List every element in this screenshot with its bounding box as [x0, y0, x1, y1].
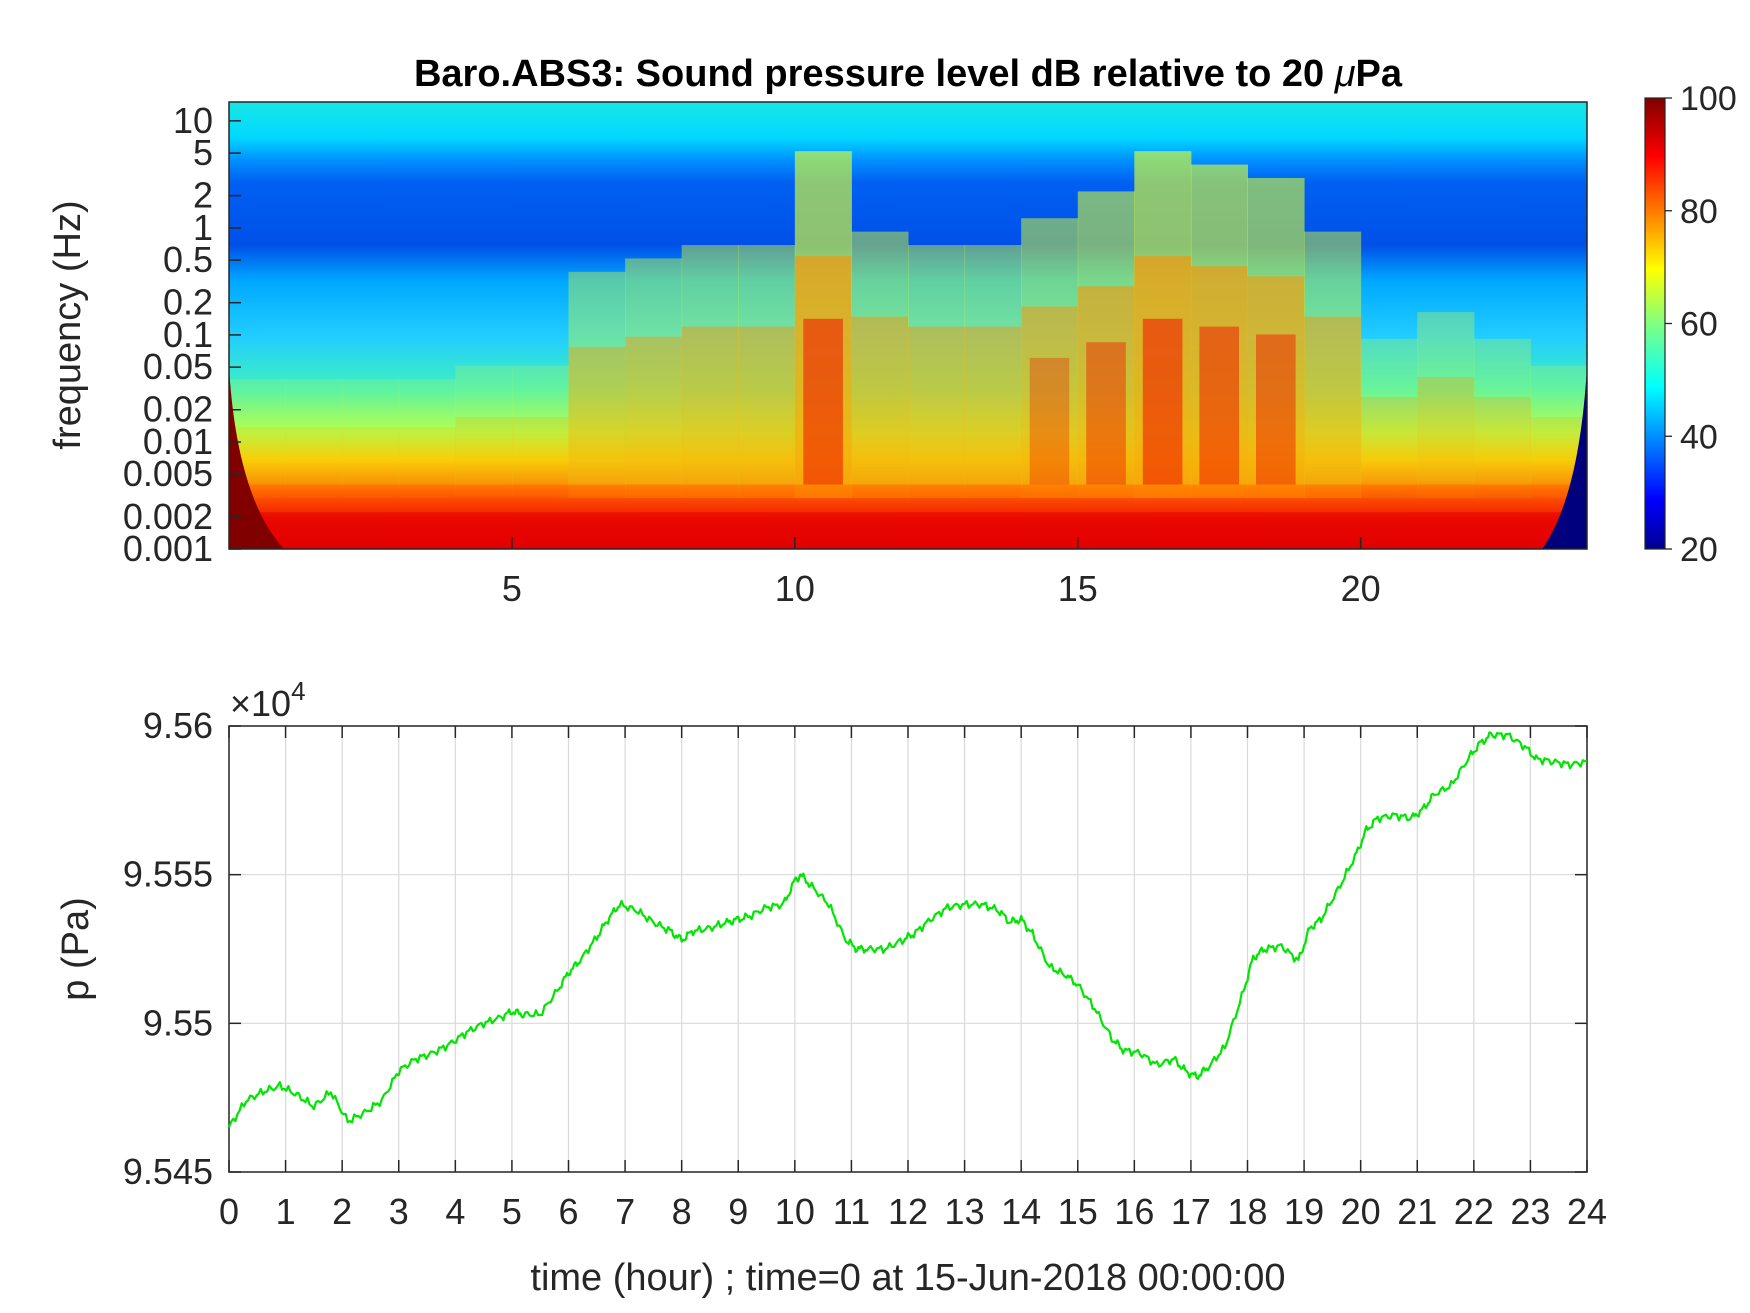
pressure-ylabel: p (Pa): [55, 897, 97, 1000]
spectrogram-y-axis: 0.0010.0020.0050.010.020.050.10.20.51251…: [123, 100, 241, 569]
pressure-xtick-label: 5: [502, 1191, 522, 1232]
spectrogram-column: [1417, 312, 1475, 498]
pressure-xtick-label: 22: [1454, 1191, 1494, 1232]
spectrogram-ytick-label: 0.02: [143, 389, 213, 430]
spectrogram-lowfreq-band: [229, 512, 1587, 549]
pressure-x-axis: 0 1 2 3 4 5 6 7 8 9 10 11 12 13 14 15 16 17 18 19 20 21 22 23 24: [219, 726, 1607, 1232]
spectrogram-image: [229, 102, 1587, 549]
colorbar-tick-label: 60: [1680, 306, 1718, 344]
pressure-xtick-label: 4: [445, 1191, 465, 1232]
spectrogram-ytick-label: 0.2: [163, 282, 213, 323]
spectrogram-x-axis: 5 10 15 20: [502, 537, 1381, 609]
colorbar-gradient: [1644, 97, 1666, 550]
spectrogram-ytick-label: 0.01: [143, 421, 213, 462]
colorbar-tick-label: 40: [1680, 418, 1718, 456]
spectrogram-column: [908, 245, 966, 498]
spectrogram-column: [342, 379, 400, 498]
spectrogram-column: [568, 271, 626, 498]
spectrogram-xtick-label: 10: [775, 568, 815, 609]
pressure-xtick-label: 2: [332, 1191, 352, 1232]
spectrogram-activity: [229, 151, 1587, 549]
pressure-xtick-label: 9: [728, 1191, 748, 1232]
spectrogram-column: [455, 365, 513, 498]
spectrogram-ytick-label: 0.001: [123, 528, 213, 569]
spectrogram-column: [285, 379, 343, 498]
spectrogram-left-edge: [229, 367, 284, 549]
pressure-xtick-label: 11: [833, 1191, 870, 1232]
spectrogram-column: [1134, 151, 1192, 498]
spectrogram-column: [681, 245, 739, 498]
spectrogram-column: [625, 258, 683, 498]
spectrogram-xtick-label: 20: [1341, 568, 1381, 609]
pressure-xtick-label: 13: [945, 1191, 985, 1232]
pressure-xtick-label: 20: [1341, 1191, 1381, 1232]
spectrogram-xtick-label: 5: [502, 568, 522, 609]
spectrogram-column: [511, 365, 569, 498]
pressure-xtick-label: 6: [558, 1191, 578, 1232]
spectrogram-axes-box: [228, 101, 1588, 550]
pressure-ytick-label: 9.555: [123, 854, 213, 895]
spectrogram-ylabel: frequency (Hz): [47, 200, 89, 449]
pressure-xtick-label: 17: [1171, 1191, 1211, 1232]
spectrogram-column: [1304, 231, 1362, 498]
pressure-xtick-label: 19: [1284, 1191, 1324, 1232]
pressure-xtick-label: 10: [775, 1191, 815, 1232]
colorbar-tick-label: 20: [1680, 531, 1718, 569]
spectrogram-ytick-label: 0.05: [143, 346, 213, 387]
pressure-xtick-label: 12: [888, 1191, 928, 1232]
spectrogram-column: [1247, 177, 1305, 498]
spectrogram-column: [1190, 164, 1248, 498]
spectrogram-ytick-label: 1: [193, 207, 213, 248]
pressure-xlabel: time (hour) ; time=0 at 15-Jun-2018 00:0…: [530, 1257, 1285, 1299]
spectrogram-ytick-label: 10: [173, 100, 213, 141]
pressure-series-line: [227, 731, 1588, 1128]
spectrogram-panel: Baro.ABS3: Sound pressure level dB relat…: [47, 53, 1737, 609]
spectrogram-ytick-label: 0.5: [163, 239, 213, 280]
pressure-y-axis: 9.545 9.55 9.555 9.56: [123, 705, 1587, 1192]
spectrogram-column: [738, 245, 796, 498]
colorbar-ticks: 20 40 60 80 100: [1665, 80, 1737, 569]
pressure-xtick-label: 7: [615, 1191, 635, 1232]
spectrogram-column: [1021, 218, 1079, 498]
spectrogram-column: [1473, 338, 1531, 498]
spectrogram-column: [851, 231, 909, 498]
spectrogram-ytick-label: 0.005: [123, 453, 213, 494]
pressure-ytick-label: 9.545: [123, 1151, 213, 1192]
pressure-xtick-label: 24: [1567, 1191, 1607, 1232]
spectrogram-title: Baro.ABS3: Sound pressure level dB relat…: [414, 53, 1403, 95]
pressure-xtick-label: 14: [1001, 1191, 1041, 1232]
spectrogram-ytick-label: 0.002: [123, 496, 213, 537]
spectrogram-ytick-label: 0.1: [163, 314, 213, 355]
spectrogram-ytick-label: 5: [193, 132, 213, 173]
spectrogram-ytick-label: 2: [193, 175, 213, 216]
pressure-xtick-label: 3: [389, 1191, 409, 1232]
pressure-y-multiplier: ×104: [230, 676, 306, 724]
pressure-xtick-label: 1: [276, 1191, 296, 1232]
spectrogram-xtick-label: 15: [1058, 568, 1098, 609]
colorbar-tick-label: 100: [1680, 80, 1737, 118]
pressure-ytick-label: 9.55: [143, 1002, 213, 1043]
pressure-grid: [228, 725, 1588, 1173]
spectrogram-column: [1077, 191, 1135, 498]
pressure-xtick-label: 0: [219, 1191, 239, 1232]
pressure-ytick-label: 9.56: [143, 705, 213, 746]
pressure-xtick-label: 8: [672, 1191, 692, 1232]
colorbar-tick-label: 80: [1680, 193, 1718, 231]
pressure-xtick-label: 16: [1114, 1191, 1154, 1232]
spectrogram-edge-effects: [229, 367, 1587, 549]
spectrogram-column: [964, 245, 1022, 498]
spectrogram-right-edge: [1542, 367, 1587, 549]
pressure-xtick-label: 18: [1227, 1191, 1267, 1232]
spectrogram-column: [794, 151, 852, 498]
pressure-xtick-label: 15: [1058, 1191, 1098, 1232]
pressure-xtick-label: 23: [1510, 1191, 1550, 1232]
spectrogram-column: [1360, 338, 1418, 498]
colorbar: 20 40 60 80 100: [1644, 80, 1737, 569]
spectrogram-column: [398, 379, 456, 498]
pressure-xtick-label: 21: [1397, 1191, 1437, 1232]
